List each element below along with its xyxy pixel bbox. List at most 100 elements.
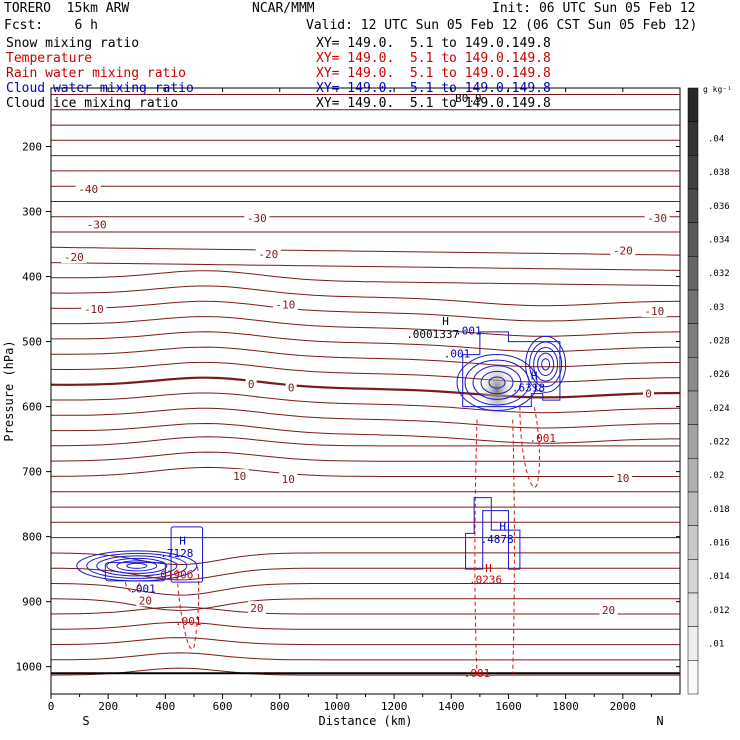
field-annotation: .4878	[480, 533, 513, 546]
colorbar-tick-label: .012	[708, 606, 730, 616]
field-annotation: .001	[175, 615, 202, 628]
colorbar-tick-label: .024	[708, 404, 730, 414]
x-tick-label: 1800	[552, 700, 579, 713]
cloud-water-contour	[464, 359, 530, 406]
colorbar-box	[687, 491, 699, 526]
contour-label-bg	[285, 380, 297, 394]
field-annotation: B0.9	[455, 92, 482, 105]
cloud-water-contour	[525, 335, 567, 393]
cloud-water-contour	[106, 557, 168, 574]
colorbar-box	[687, 188, 699, 223]
temperature-contour-label: -20	[613, 245, 633, 258]
contour-label-bg	[279, 471, 298, 485]
isotherm-line	[50, 246, 681, 256]
colorbar-box	[687, 289, 699, 324]
cloud-water-contour	[472, 365, 522, 400]
colorbar-tick-label: .022	[708, 438, 730, 448]
x-tick-label: 0	[48, 700, 55, 713]
cloud-water-contour	[86, 552, 188, 579]
y-tick-label: 300	[22, 206, 42, 219]
y-tick-label: 1000	[16, 661, 43, 674]
temperature-contour-label: 0	[645, 388, 652, 401]
x-axis-label: Distance (km)	[319, 714, 413, 728]
colorbar-box	[687, 222, 699, 257]
colorbar-tick-label: .04	[708, 135, 724, 145]
legend-entry-name: Snow mixing ratio	[6, 36, 140, 51]
contour-label-bg	[644, 211, 670, 225]
contour-label-bg	[255, 246, 281, 260]
colorbar-box	[687, 357, 699, 392]
valid-time: Valid: 12 UTC Sun 05 Feb 12 (06 CST Sun …	[306, 18, 698, 33]
isotherm-line	[50, 376, 681, 399]
isotherm-line	[51, 637, 680, 646]
rain-water-contour	[519, 406, 540, 488]
colorbar-box	[687, 660, 699, 695]
contour-label-bg	[244, 211, 270, 225]
colorbar-box	[687, 525, 699, 560]
isotherm-line	[50, 451, 680, 462]
field-annotation: H	[485, 562, 492, 575]
isotherm-line	[50, 262, 681, 271]
cloud-water-contour	[533, 347, 559, 382]
cloud-water-contour	[541, 358, 551, 371]
field-annotation: .0001337	[406, 328, 459, 341]
colorbar-box	[687, 121, 699, 156]
y-tick-label: 200	[22, 141, 42, 154]
organization-title: NCAR/MMM	[252, 1, 315, 16]
temperature-contour-label: -30	[87, 219, 107, 232]
isotherm-line	[51, 346, 680, 368]
temperature-contour-label: 0	[248, 378, 255, 391]
south-label: S	[82, 714, 89, 728]
cloud-water-contour	[488, 376, 506, 389]
contour-label-bg	[599, 603, 618, 617]
init-time: Init: 06 UTC Sun 05 Feb 12	[492, 1, 696, 16]
contour-label-bg	[230, 469, 249, 483]
colorbar-tick-label: .036	[708, 202, 730, 212]
colorbar-box	[687, 256, 699, 291]
x-tick-label: 600	[213, 700, 233, 713]
legend-entry-name: Rain water mixing ratio	[6, 66, 187, 81]
cloud-water-contour	[116, 560, 158, 572]
colorbar-tick-label: .03	[708, 303, 724, 313]
cloud-water-contour	[170, 526, 204, 583]
x-tick-label: 2000	[610, 700, 637, 713]
temperature-contour-label: 0	[288, 382, 295, 395]
temperature-contour-label: -20	[258, 248, 278, 261]
cloud-water-contours	[76, 331, 567, 583]
contour-label-bg	[272, 297, 298, 311]
y-tick-label: 600	[22, 401, 42, 414]
rain-water-contour	[176, 562, 200, 650]
cloud-water-contour	[456, 354, 538, 412]
isotherm-line	[51, 316, 681, 337]
rain-water-contour	[474, 419, 515, 674]
isotherm-line	[50, 300, 681, 322]
field-annotation: H	[499, 520, 506, 533]
isotherm-line	[50, 621, 680, 630]
isotherm-line	[50, 583, 680, 596]
isotherm-line	[51, 392, 681, 414]
rain-water-contours	[124, 406, 540, 674]
colorbar-box	[687, 155, 699, 190]
temperature-contour-label: -10	[84, 303, 104, 316]
field-annotation: 0190б	[160, 568, 193, 581]
y-tick-label: 500	[22, 336, 42, 349]
colorbar-unit-label: g kg⁻¹	[703, 85, 732, 94]
temperature-contour-label: -30	[647, 212, 667, 225]
contour-label-bg	[643, 386, 655, 400]
contour-label-bg	[75, 181, 101, 195]
contour-label-bg	[136, 593, 155, 607]
colorbar-box	[687, 626, 699, 661]
cloud-water-contour	[462, 331, 561, 408]
temperature-contour-label: -10	[276, 299, 296, 312]
isotherm-line	[51, 407, 681, 429]
contour-label-bg	[61, 250, 87, 264]
contour-label-bg	[613, 471, 632, 485]
contour-label-bg	[84, 217, 110, 231]
field-annotation: .0236	[469, 574, 502, 587]
forecast-hour: Fcst: 6 h	[4, 18, 98, 33]
x-tick-label: 400	[155, 700, 175, 713]
colorbar-tick-label: .038	[708, 168, 730, 178]
field-annotation: .6318	[512, 382, 545, 395]
colorbar-tick-label: .034	[708, 236, 730, 246]
